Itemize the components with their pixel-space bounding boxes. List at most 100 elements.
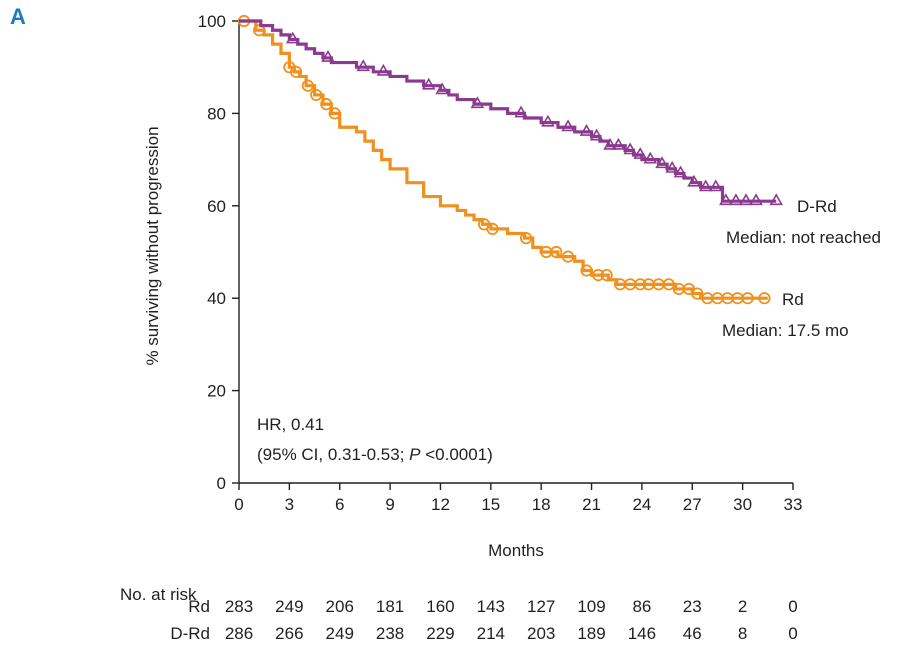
censor-mark (310, 88, 323, 102)
risk-count: 286 (225, 624, 253, 643)
rd-series-label: Rd (782, 290, 804, 309)
y-tick-label: 40 (207, 289, 226, 308)
censor-mark (655, 156, 669, 169)
censor-mark (600, 268, 613, 282)
censor-mark (550, 245, 563, 259)
p-value: <0.0001) (420, 445, 492, 464)
censor-mark (687, 174, 701, 187)
risk-count: 206 (326, 597, 354, 616)
x-tick-label: 15 (481, 495, 500, 514)
censor-mark (421, 77, 436, 90)
censor-mark (561, 119, 575, 132)
ci-annotation: (95% CI, 0.31-0.53; P <0.0001) (257, 445, 493, 464)
censor-mark (289, 65, 303, 78)
risk-count: 203 (527, 624, 555, 643)
risk-count: 8 (738, 624, 747, 643)
p-italic: P (409, 445, 421, 464)
censor-mark (592, 268, 605, 282)
censor-mark (486, 222, 499, 235)
y-tick-label: 100 (198, 12, 226, 31)
censor-mark (376, 63, 391, 76)
risk-count: 2 (738, 597, 747, 616)
risk-count: 143 (477, 597, 505, 616)
risk-count: 181 (376, 597, 404, 616)
risk-count: 249 (275, 597, 303, 616)
rd-median-text: Median: 17.5 mo (722, 321, 849, 340)
x-tick-label: 27 (683, 495, 702, 514)
x-tick-label: 33 (784, 495, 803, 514)
censor-mark (320, 98, 333, 111)
censor-mark (634, 278, 647, 291)
risk-count: 266 (275, 624, 303, 643)
x-tick-label: 0 (234, 495, 243, 514)
censor-mark (739, 193, 753, 206)
hr-annotation: HR, 0.41 (257, 415, 324, 434)
censor-mark (729, 193, 743, 206)
censor-mark (470, 96, 485, 109)
censor-mark (321, 50, 335, 62)
risk-count: 214 (477, 624, 505, 643)
y-axis-title: % surviving without progression (143, 126, 162, 365)
risk-count: 189 (577, 624, 605, 643)
censor-mark (301, 79, 314, 92)
axes: 0 20 40 60 80 100 0 3 6 9 12 15 18 21 24 27 30 33 (198, 12, 803, 514)
censor-mark (769, 193, 783, 206)
censor-mark (328, 107, 341, 120)
censor-mark (541, 114, 555, 127)
censor-mark (643, 151, 658, 164)
censor-mark (633, 147, 648, 159)
x-tick-label: 30 (733, 495, 752, 514)
x-tick-label: 9 (385, 495, 394, 514)
censor-mark (561, 250, 575, 263)
censor-mark (708, 179, 723, 192)
risk-count: 0 (788, 624, 797, 643)
censor-mark (285, 31, 300, 44)
censor-mark (589, 128, 604, 141)
risk-table-title: No. at risk (120, 585, 197, 604)
risk-count: 283 (225, 597, 253, 616)
risk-count: 229 (426, 624, 454, 643)
ci-text: (95% CI, 0.31-0.53; (257, 445, 409, 464)
x-tick-label: 3 (285, 495, 294, 514)
risk-count: 86 (632, 597, 651, 616)
series-labels: D-Rd Median: not reached Rd Median: 17.5 mo (722, 197, 881, 340)
series-rd (237, 14, 771, 305)
censor-mark (356, 59, 371, 72)
risk-row-label: Rd (188, 597, 210, 616)
series-layer (237, 14, 783, 305)
risk-count: 146 (628, 624, 656, 643)
drd-series-label: D-Rd (797, 197, 837, 216)
censor-mark (665, 160, 679, 173)
risk-count: 46 (683, 624, 702, 643)
survival-curve (239, 19, 768, 300)
x-axis-title: Months (488, 541, 544, 560)
censor-mark (662, 278, 675, 291)
risk-count: 0 (788, 597, 797, 616)
censor-mark (691, 287, 704, 300)
panel-label: A (10, 4, 26, 29)
risk-count: 249 (326, 624, 354, 643)
x-tick-label: 24 (632, 495, 651, 514)
censor-mark (741, 292, 754, 305)
censor-mark (603, 137, 617, 150)
censor-mark (673, 165, 688, 178)
y-tick-label: 0 (217, 474, 226, 493)
censor-mark (719, 193, 733, 206)
risk-row-label: D-Rd (170, 624, 210, 643)
censor-mark (758, 292, 771, 305)
risk-count: 23 (683, 597, 702, 616)
censor-mark (435, 82, 449, 95)
x-tick-label: 6 (335, 495, 344, 514)
x-tick-label: 18 (532, 495, 551, 514)
y-tick-label: 20 (207, 382, 226, 401)
censor-mark (698, 179, 713, 192)
x-tick-label: 21 (582, 495, 601, 514)
censor-mark (749, 193, 763, 206)
risk-count: 127 (527, 597, 555, 616)
series-d-rd (239, 19, 783, 206)
survival-curve (239, 19, 777, 203)
risk-count: 238 (376, 624, 404, 643)
drd-median-text: Median: not reached (726, 228, 881, 247)
